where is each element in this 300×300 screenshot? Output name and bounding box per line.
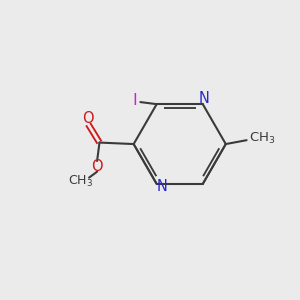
Text: CH$_3$: CH$_3$ [68,174,93,189]
Text: CH$_3$: CH$_3$ [249,131,275,146]
Text: N: N [198,91,209,106]
Text: I: I [132,93,137,108]
Text: N: N [157,179,167,194]
Text: O: O [82,111,94,126]
Text: O: O [91,159,103,174]
